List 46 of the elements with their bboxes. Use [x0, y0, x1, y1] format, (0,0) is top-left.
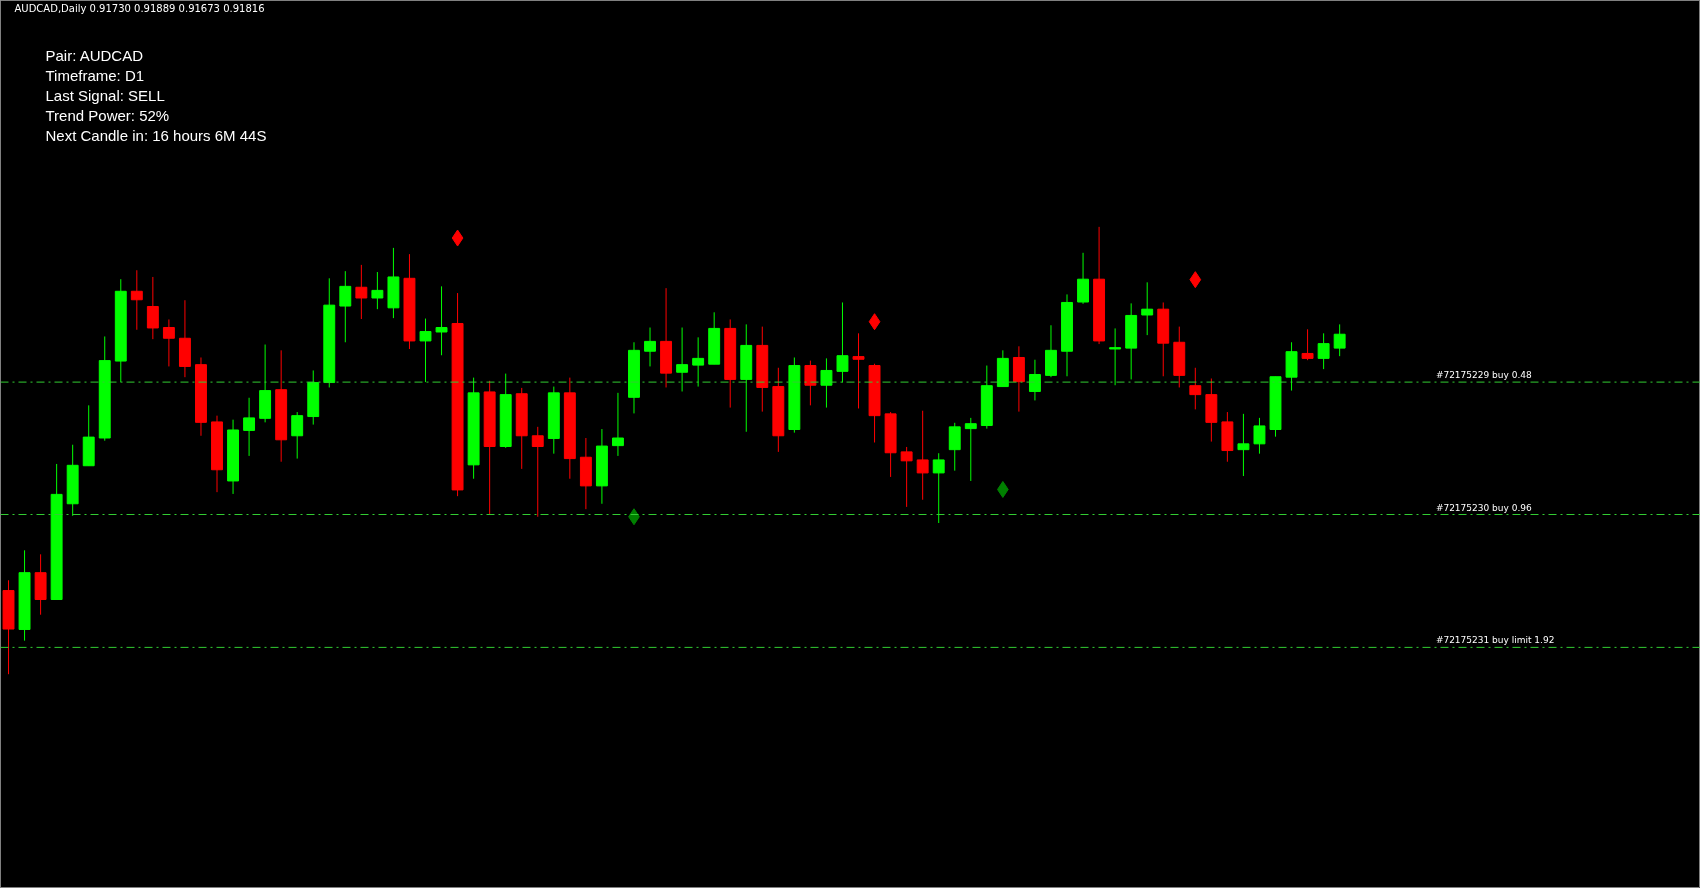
candlestick	[932, 452, 945, 524]
candlestick	[339, 270, 352, 343]
candlestick	[1028, 359, 1041, 401]
candlestick	[804, 360, 817, 406]
text: Trend Power: 52%	[45, 106, 170, 124]
candlestick	[1253, 417, 1266, 455]
candlestick	[916, 410, 929, 501]
candlestick	[1301, 328, 1314, 361]
candlestick	[1077, 252, 1089, 305]
candlestick	[146, 276, 159, 340]
candlestick	[852, 332, 865, 409]
candlestick	[1109, 327, 1122, 386]
candlestick	[435, 285, 448, 356]
candlestick	[162, 318, 175, 367]
candlestick	[676, 327, 689, 392]
candlestick	[612, 392, 624, 457]
text: Pair: AUDCAD	[45, 46, 144, 64]
candlestick	[964, 417, 977, 482]
candlestick	[900, 446, 913, 508]
candlestick	[1237, 413, 1250, 477]
text: Next Candle in: 16 hours 6M 44S	[45, 126, 267, 144]
candlestick	[419, 318, 432, 383]
candlestick	[130, 269, 143, 331]
text: Timeframe: D1	[45, 66, 145, 84]
ref-line-label: #72175229 buy 0.48	[1435, 370, 1532, 381]
chart-title: AUDCAD,Daily 0.91730 0.91889 0.91673 0.91816	[14, 2, 265, 14]
point	[868, 313, 881, 331]
candlestick	[243, 397, 256, 457]
candlestick	[948, 422, 961, 472]
candlestick	[644, 327, 656, 367]
candlestick	[355, 264, 368, 320]
candlestick	[1333, 323, 1346, 357]
candlestick	[1189, 367, 1202, 410]
candlestick	[371, 271, 384, 310]
ref-line-label: #72175231 buy limit 1.92	[1435, 635, 1555, 646]
candlestick	[692, 336, 705, 388]
candlestick	[820, 357, 833, 409]
candlestick	[531, 426, 544, 518]
point	[451, 229, 464, 247]
candlestick	[836, 301, 849, 384]
candlestick	[1141, 281, 1154, 336]
candlestick	[291, 411, 304, 460]
candlestick	[1317, 332, 1330, 370]
point	[1189, 271, 1202, 289]
text: Last Signal: SELL	[45, 86, 165, 104]
ref-line-label: #72175230 buy 0.96	[1435, 502, 1532, 513]
